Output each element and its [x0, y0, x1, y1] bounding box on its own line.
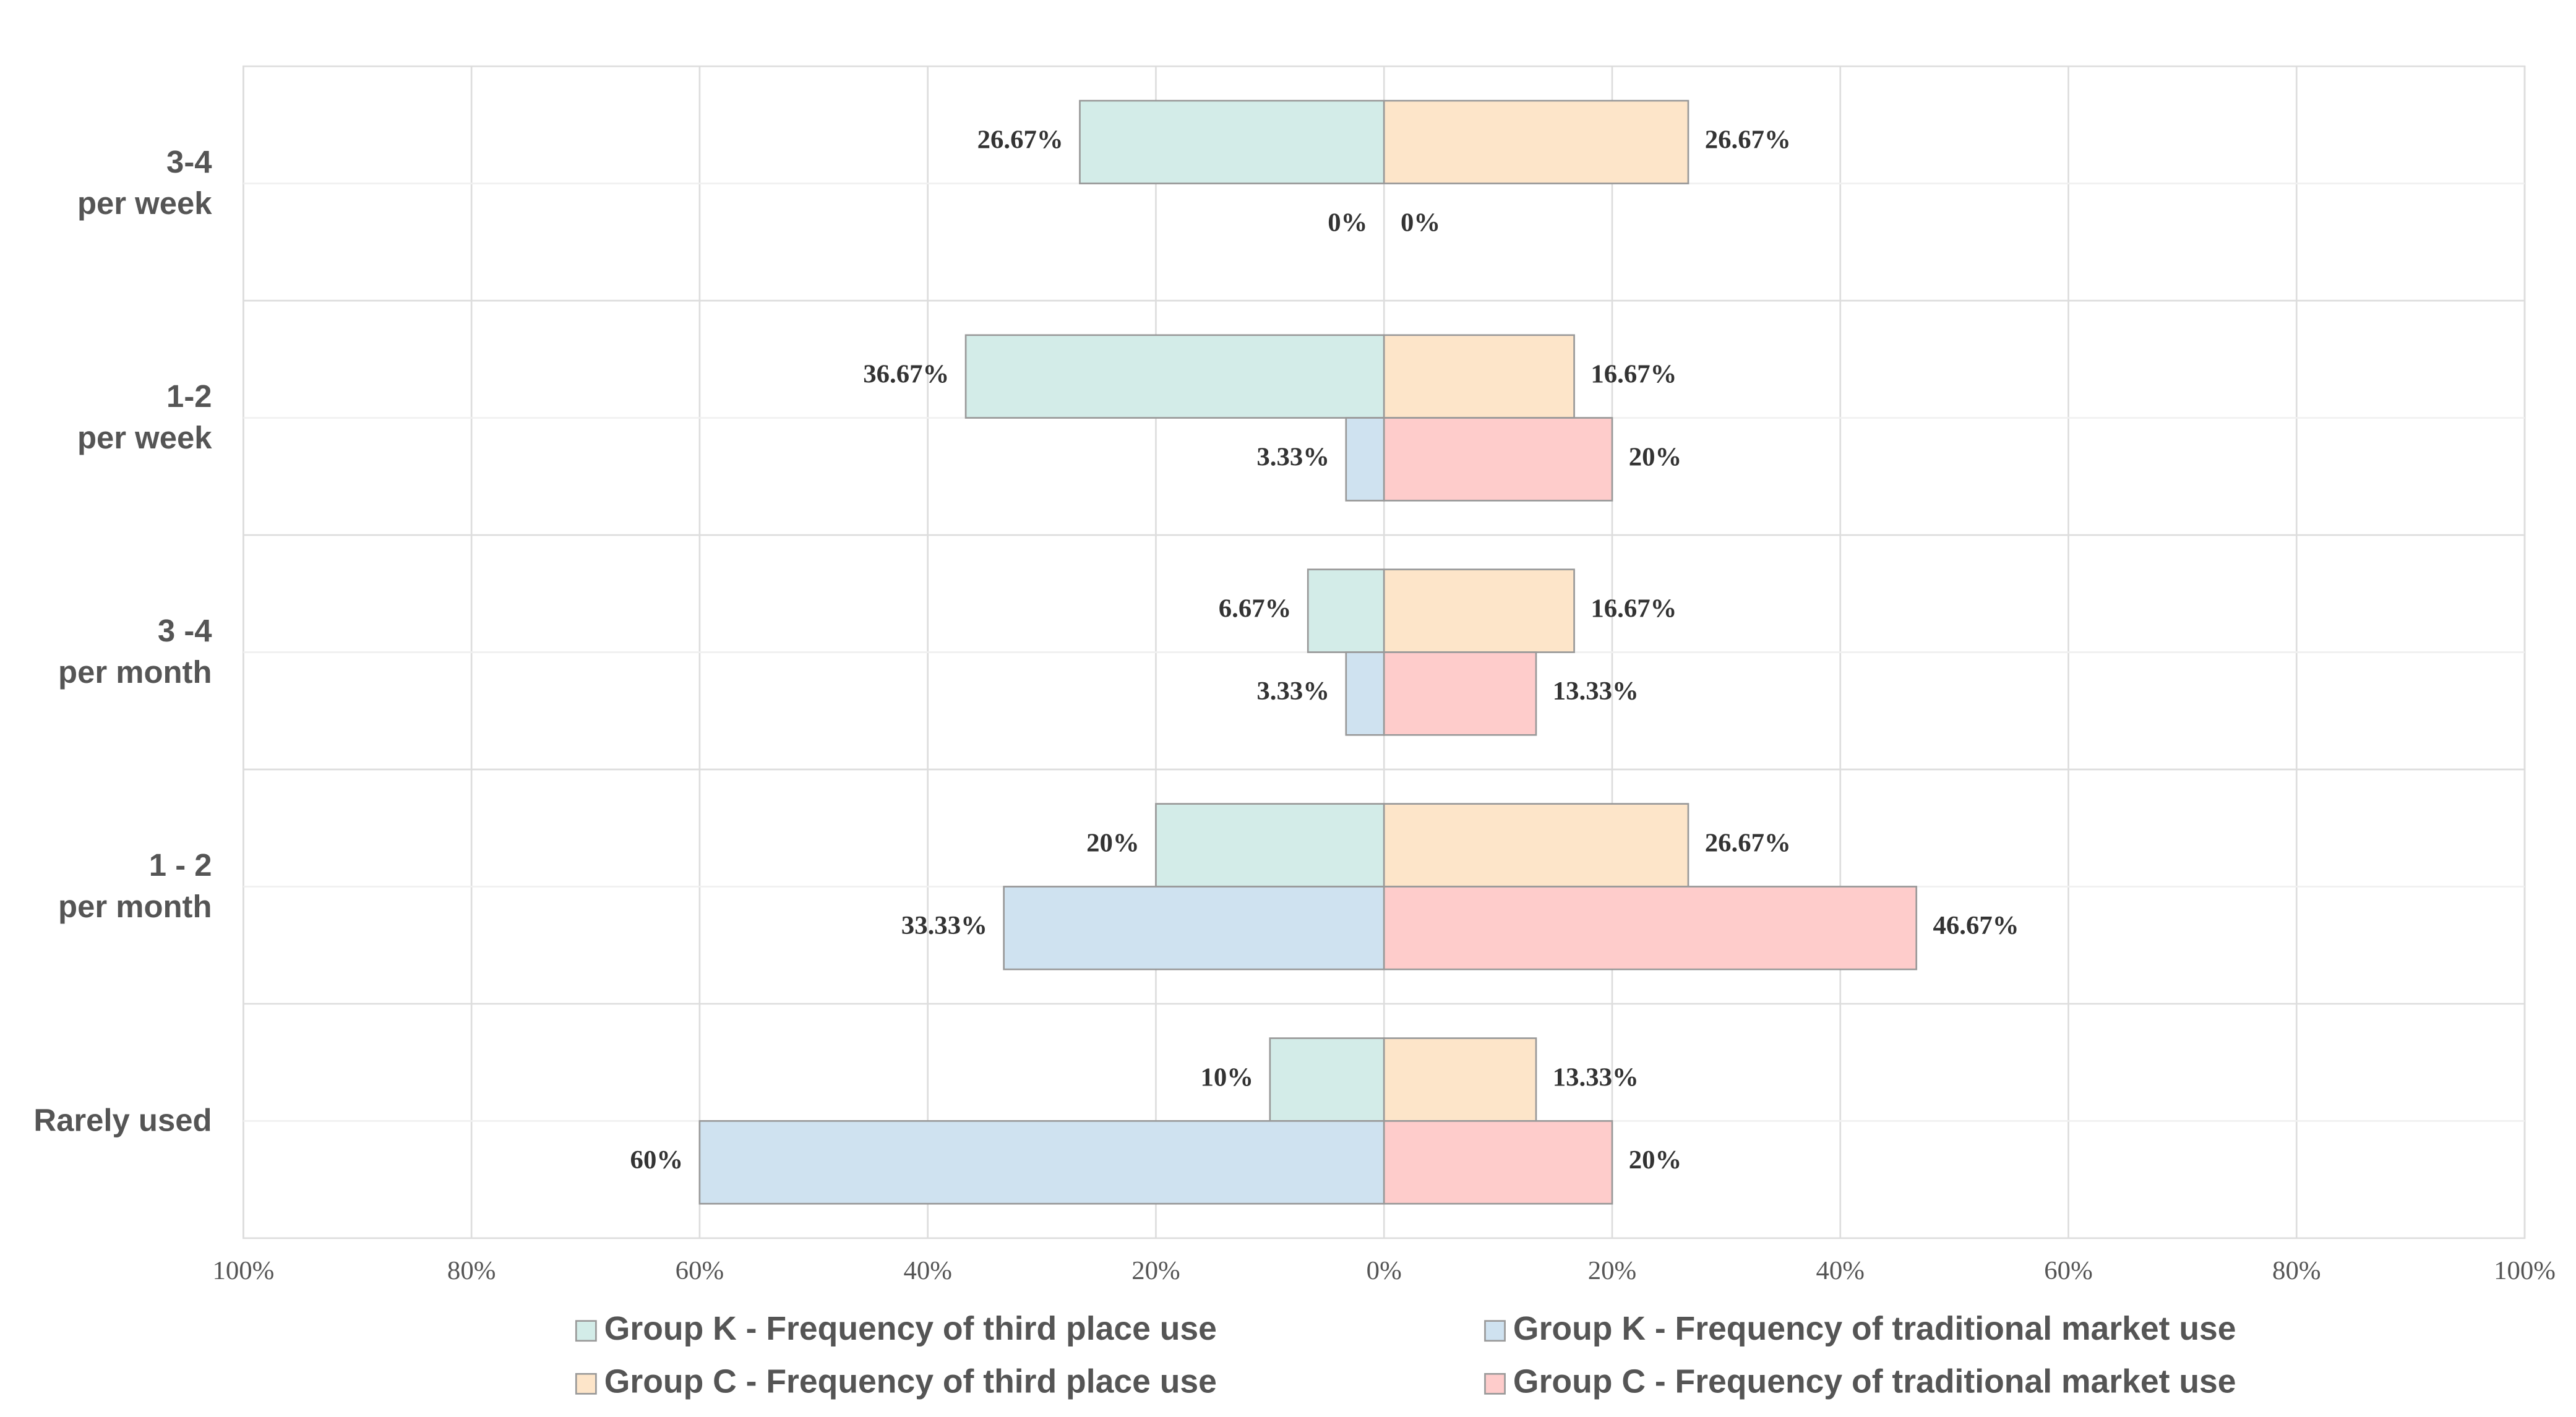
- data-label: 10%: [1200, 1063, 1253, 1092]
- data-label: 36.67%: [863, 360, 949, 389]
- bar: [1345, 651, 1385, 736]
- category-label: 1-2 per week: [77, 379, 212, 455]
- bar: [1383, 651, 1537, 736]
- x-tick-label: 0%: [1367, 1256, 1402, 1285]
- data-label: 26.67%: [1705, 828, 1791, 857]
- bar: [1383, 334, 1575, 419]
- data-label: 13.33%: [1553, 677, 1639, 706]
- data-label: 3.33%: [1256, 442, 1329, 471]
- bar: [1155, 803, 1385, 888]
- data-label: 26.67%: [977, 126, 1063, 155]
- data-label: 33.33%: [901, 911, 987, 940]
- x-tick-label: 60%: [2044, 1256, 2092, 1285]
- category-label: 3 -4 per month: [58, 613, 212, 690]
- x-tick-label: 40%: [1816, 1256, 1865, 1285]
- category-label: 3-4 per week: [77, 144, 212, 221]
- x-tick-label: 100%: [212, 1256, 274, 1285]
- category-label: Rarely used: [33, 1102, 212, 1137]
- legend-swatch: [575, 1320, 597, 1342]
- bar: [698, 1120, 1385, 1205]
- bar: [1383, 803, 1689, 888]
- data-label: 0%: [1401, 208, 1440, 237]
- legend-swatch: [1484, 1320, 1506, 1342]
- legend-label: Group C - Frequency of third place use: [604, 1363, 1217, 1400]
- data-label: 3.33%: [1256, 677, 1329, 706]
- bar: [1383, 568, 1575, 653]
- x-tick-label: 80%: [2272, 1256, 2321, 1285]
- data-label: 0%: [1328, 208, 1367, 237]
- data-label: 16.67%: [1591, 594, 1677, 623]
- bar: [964, 334, 1385, 419]
- data-label: 16.67%: [1591, 360, 1677, 389]
- data-label: 6.67%: [1219, 594, 1292, 623]
- x-tick-label: 20%: [1588, 1256, 1636, 1285]
- x-tick-label: 100%: [2494, 1256, 2556, 1285]
- legend-label: Group K - Frequency of third place use: [604, 1311, 1217, 1347]
- legend-label: Group K - Frequency of traditional marke…: [1513, 1311, 2236, 1347]
- x-tick-label: 60%: [676, 1256, 724, 1285]
- bar: [1345, 417, 1385, 502]
- data-label: 20%: [1629, 442, 1682, 471]
- bar: [1383, 1037, 1537, 1122]
- bar: [1383, 886, 1918, 970]
- x-tick-label: 20%: [1131, 1256, 1180, 1285]
- bar: [1003, 886, 1385, 970]
- data-label: 46.67%: [1933, 911, 2019, 940]
- legend-label: Group C - Frequency of traditional marke…: [1513, 1363, 2236, 1400]
- x-tick-label: 40%: [903, 1256, 951, 1285]
- data-label: 26.67%: [1705, 126, 1791, 155]
- category-label: 1 - 2 per month: [58, 847, 212, 924]
- data-label: 13.33%: [1553, 1063, 1639, 1092]
- bar: [1383, 100, 1689, 184]
- data-label: 20%: [1086, 828, 1140, 857]
- data-label: 60%: [630, 1145, 684, 1175]
- bar: [1383, 1120, 1613, 1205]
- legend-swatch: [1484, 1372, 1506, 1395]
- x-tick-label: 80%: [447, 1256, 496, 1285]
- bar: [1079, 100, 1385, 184]
- bar: [1383, 417, 1613, 502]
- data-label: 20%: [1629, 1145, 1682, 1175]
- bar: [1307, 568, 1385, 653]
- bar: [1269, 1037, 1385, 1122]
- legend-swatch: [575, 1372, 597, 1395]
